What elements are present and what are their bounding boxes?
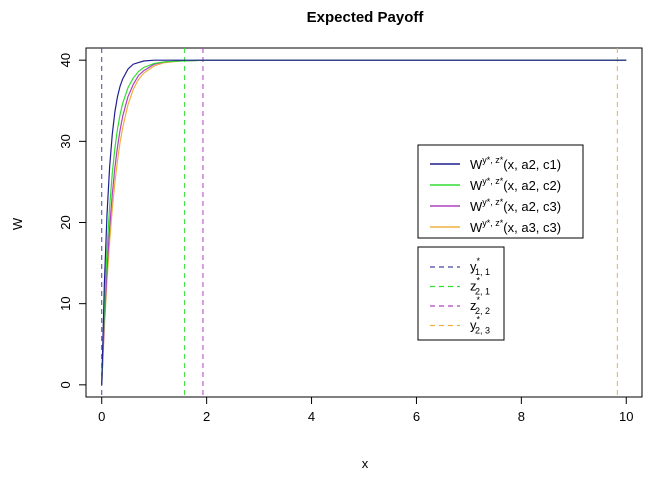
legend-payoff-label: Wy*, z*(x, a2, c1) (470, 155, 561, 172)
x-tick-label: 6 (413, 409, 420, 424)
y-tick-label: 30 (58, 134, 73, 148)
legend-payoff-box (417, 144, 584, 239)
legend-payoff-label: Wy*, z*(x, a2, c3) (470, 197, 561, 214)
x-axis-label: x (362, 456, 369, 471)
series-line-1 (101, 59, 627, 385)
y-tick-label: 10 (58, 296, 73, 310)
plot-area: 0 2 4 6 8 10 0 10 20 30 40 (58, 47, 643, 424)
y-tick-label: 0 (58, 381, 73, 388)
y-tick-label: 40 (58, 53, 73, 67)
legend-threshold-label: z* 2, 2 (470, 295, 490, 316)
legend-area: Wy*, z*(x, a2, c1) Wy*, z*(x, a2, c2) Wy*,… (417, 144, 584, 341)
legend-threshold-label: y* 1, 1 (470, 256, 490, 277)
legend-payoff-label: Wy*, z*(x, a3, c3) (470, 218, 561, 235)
y-axis-label: W (10, 217, 25, 230)
y-tick-label: 20 (58, 215, 73, 229)
x-tick-label: 4 (308, 409, 315, 424)
x-tick-label: 0 (98, 409, 105, 424)
x-tick-label: 8 (518, 409, 525, 424)
legend-threshold-box (417, 246, 505, 341)
legend-payoff-label: Wy*, z*(x, a2, c2) (470, 176, 561, 193)
legend-threshold-label: y* 2, 3 (470, 315, 490, 336)
x-tick-label: 2 (203, 409, 210, 424)
legend-threshold-label: z* 2, 1 (470, 276, 490, 297)
x-tick-label: 10 (619, 409, 633, 424)
chart-title: Expected Payoff (307, 9, 425, 26)
